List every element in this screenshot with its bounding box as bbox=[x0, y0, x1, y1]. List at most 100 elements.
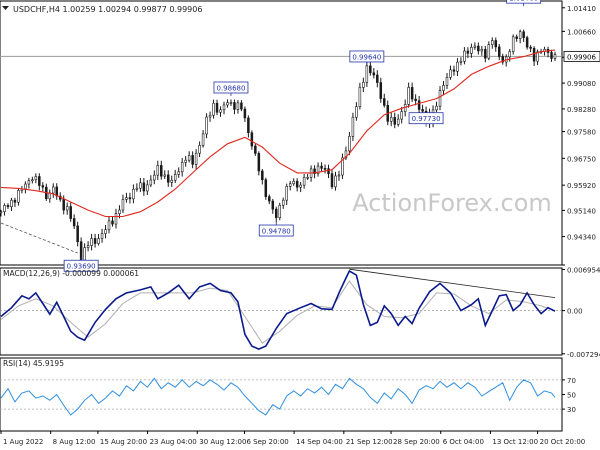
candle bbox=[250, 132, 254, 147]
candle bbox=[372, 72, 376, 76]
annotation-box bbox=[63, 259, 99, 272]
price-axis-label: 0.95920 bbox=[567, 182, 596, 190]
candle bbox=[285, 186, 288, 201]
candle bbox=[410, 87, 414, 100]
annotation-box bbox=[213, 81, 249, 94]
time-axis-label: 6 Oct 04:00 bbox=[443, 438, 484, 446]
price-axis-label: 0.98280 bbox=[567, 106, 596, 114]
annotation-label: 1.01460 bbox=[509, 0, 538, 3]
candle bbox=[327, 168, 330, 174]
candle bbox=[480, 49, 484, 52]
price-axis-label: 1.01410 bbox=[567, 5, 596, 13]
time-axis-label: 6 Sep 20:00 bbox=[246, 438, 288, 446]
candle bbox=[65, 206, 69, 211]
time-axis-label: 14 Sep 04:00 bbox=[296, 438, 343, 446]
candle bbox=[160, 165, 163, 177]
time-axis-label: 30 Aug 12:00 bbox=[199, 438, 246, 446]
candle bbox=[302, 177, 306, 186]
candle bbox=[330, 173, 334, 188]
time-axis-label: 23 Aug 04:00 bbox=[150, 438, 197, 446]
candle bbox=[341, 157, 344, 176]
candle bbox=[487, 44, 491, 59]
candle bbox=[90, 238, 93, 246]
candle bbox=[17, 190, 20, 203]
candle bbox=[275, 208, 278, 219]
candle bbox=[233, 102, 236, 110]
candle bbox=[229, 102, 233, 104]
candle bbox=[100, 233, 104, 239]
candle bbox=[13, 199, 17, 203]
candle bbox=[184, 159, 187, 163]
candle bbox=[466, 50, 470, 54]
candle bbox=[76, 225, 79, 243]
candle bbox=[449, 69, 452, 78]
price-axis-label: 0.96750 bbox=[567, 155, 596, 163]
candle bbox=[536, 51, 539, 62]
candle bbox=[477, 45, 480, 52]
candle bbox=[344, 150, 348, 159]
annotation-box bbox=[506, 0, 542, 4]
candle bbox=[456, 61, 459, 72]
candle bbox=[128, 197, 132, 200]
price-panel-frame bbox=[0, 0, 563, 266]
candle bbox=[24, 183, 27, 190]
candle bbox=[3, 205, 6, 212]
time-axis-label: 28 Sep 20:00 bbox=[393, 438, 440, 446]
candle bbox=[299, 184, 302, 188]
annotation-box bbox=[408, 112, 444, 125]
candle bbox=[348, 136, 351, 152]
candle bbox=[281, 199, 285, 206]
candle bbox=[114, 213, 118, 225]
candle bbox=[0, 211, 3, 213]
time-axis-label: 15 Aug 20:00 bbox=[100, 438, 147, 446]
rsi-panel-frame bbox=[0, 357, 563, 432]
price-axis-label: 0.94340 bbox=[567, 234, 596, 242]
macd-axis-label: 0.006954 bbox=[567, 266, 600, 274]
candle bbox=[337, 174, 341, 177]
price-trendline bbox=[0, 222, 78, 254]
candle bbox=[511, 36, 515, 52]
candle bbox=[156, 165, 160, 176]
candle bbox=[215, 102, 219, 113]
candle bbox=[497, 46, 501, 57]
candle bbox=[10, 199, 13, 208]
candle bbox=[236, 102, 240, 110]
candle bbox=[518, 31, 522, 39]
candle bbox=[6, 205, 10, 208]
candle bbox=[396, 118, 400, 125]
annotation-label: 0.99640 bbox=[352, 53, 381, 61]
candle bbox=[121, 199, 125, 211]
time-axis-label: 20 Oct 20:00 bbox=[540, 438, 586, 446]
candle bbox=[104, 229, 107, 234]
candle bbox=[194, 152, 198, 165]
candle bbox=[271, 200, 275, 210]
candle bbox=[146, 184, 149, 192]
symbol-label: USDCHF,H4 1.00259 1.00294 0.99877 0.9990… bbox=[13, 5, 202, 14]
moving-average-line bbox=[0, 49, 556, 218]
candle bbox=[470, 47, 473, 54]
candle bbox=[208, 114, 212, 118]
annotation-box bbox=[258, 224, 294, 237]
candle bbox=[111, 220, 114, 225]
candle bbox=[219, 109, 222, 113]
panels bbox=[0, 0, 563, 432]
candle bbox=[240, 102, 243, 110]
candle bbox=[288, 183, 292, 187]
annotation-box bbox=[349, 50, 385, 63]
candle bbox=[201, 133, 205, 146]
candle bbox=[421, 109, 424, 112]
candle bbox=[72, 218, 76, 227]
price-axis-label: 0.97580 bbox=[567, 129, 596, 137]
candle bbox=[484, 49, 487, 59]
dropdown-arrow-icon[interactable] bbox=[2, 6, 9, 10]
candle bbox=[180, 162, 184, 173]
candle bbox=[417, 100, 421, 110]
candle bbox=[379, 82, 383, 99]
candle bbox=[34, 176, 38, 181]
candle bbox=[226, 102, 229, 106]
candle bbox=[365, 65, 369, 83]
macd-axis-label: 0.00 bbox=[567, 308, 583, 316]
candle bbox=[69, 206, 72, 219]
candle bbox=[459, 60, 463, 63]
macd-axis-label: -0.007294 bbox=[567, 351, 600, 359]
